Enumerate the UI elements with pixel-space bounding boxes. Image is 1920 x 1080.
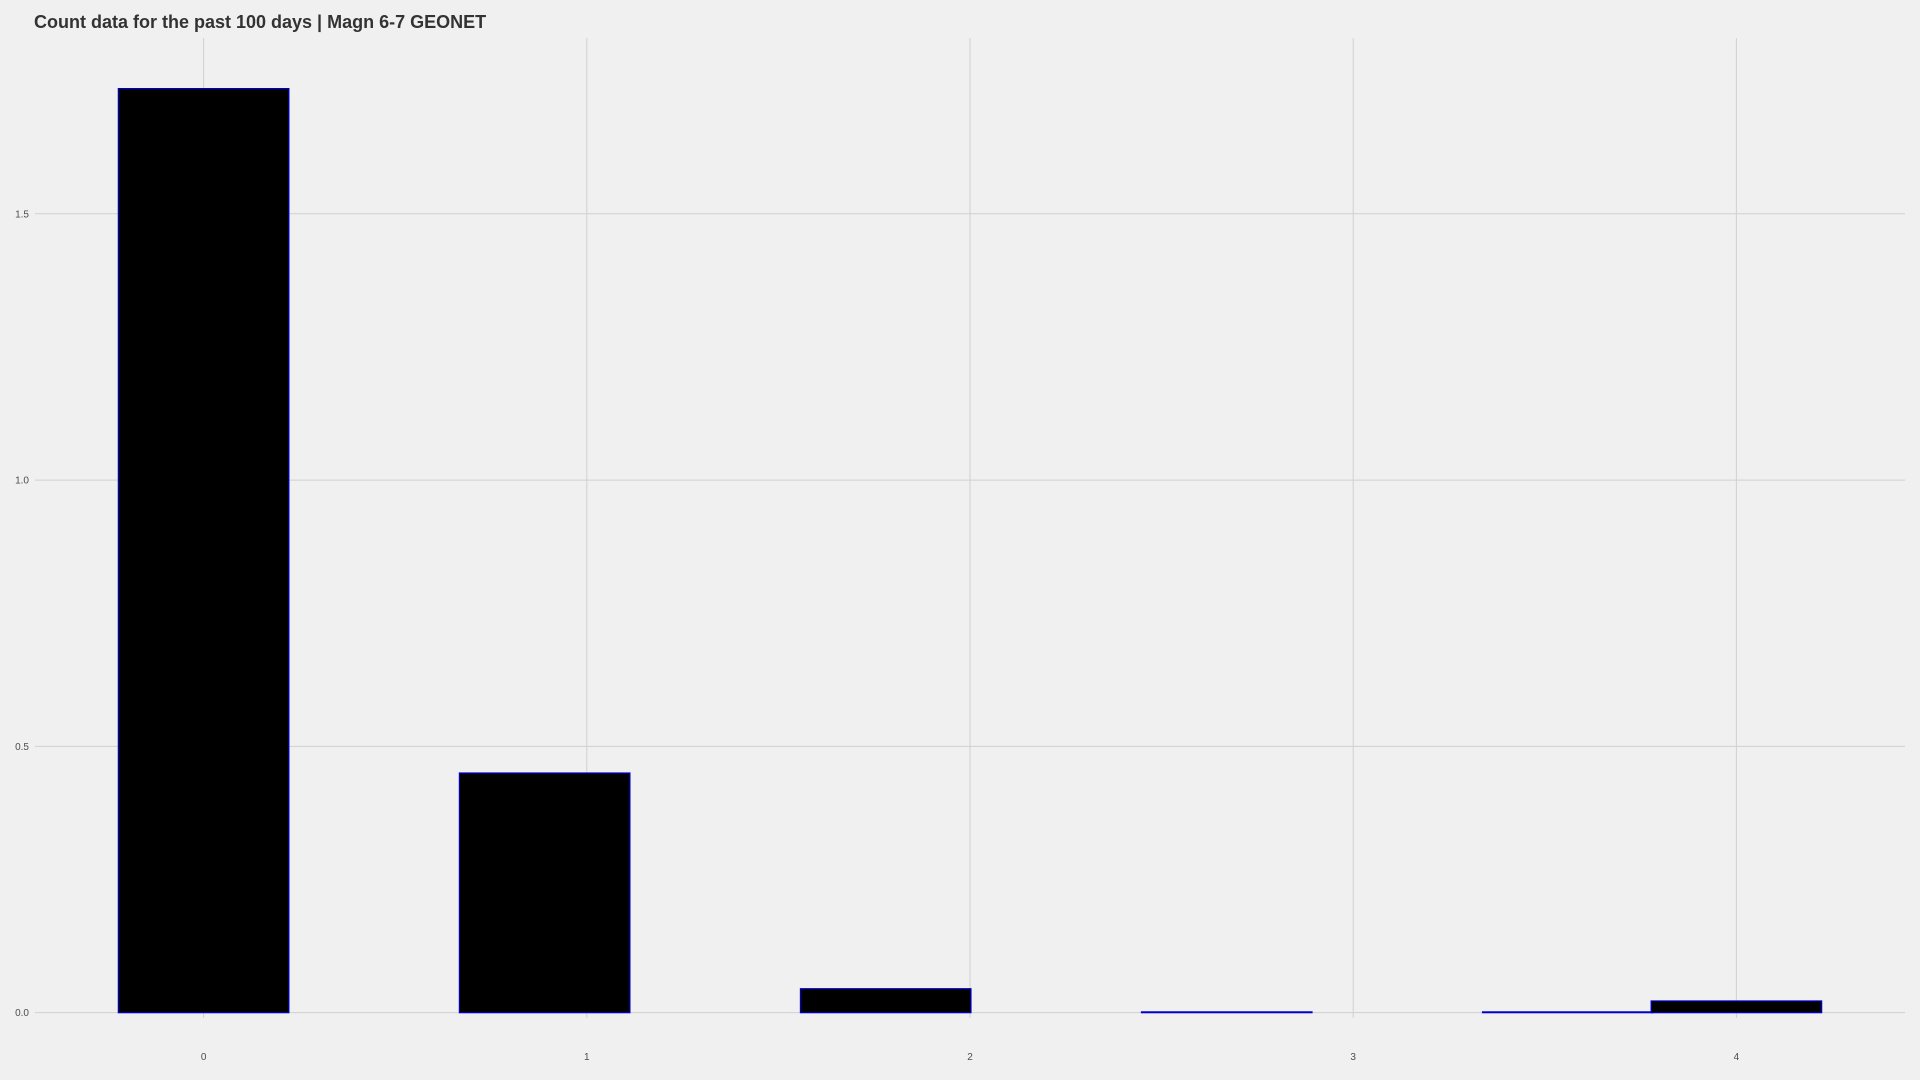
bar bbox=[117, 87, 290, 1014]
x-tick-label: 0 bbox=[201, 1052, 207, 1063]
y-tick-label: 0.0 bbox=[15, 1008, 29, 1019]
bar bbox=[458, 772, 631, 1014]
x-tick-label: 1 bbox=[584, 1052, 590, 1063]
bar bbox=[799, 988, 972, 1014]
y-tick-label: 1.0 bbox=[15, 476, 29, 487]
x-tick-label: 3 bbox=[1350, 1052, 1356, 1063]
bar bbox=[1650, 1000, 1823, 1014]
y-tick-label: 1.5 bbox=[15, 209, 29, 220]
y-tick-label: 0.5 bbox=[15, 742, 29, 753]
x-tick-label: 2 bbox=[967, 1052, 973, 1063]
bar bbox=[1140, 1011, 1313, 1014]
bar bbox=[1481, 1011, 1654, 1014]
x-tick-label: 4 bbox=[1734, 1052, 1740, 1063]
chart-title: Count data for the past 100 days | Magn … bbox=[34, 12, 487, 32]
